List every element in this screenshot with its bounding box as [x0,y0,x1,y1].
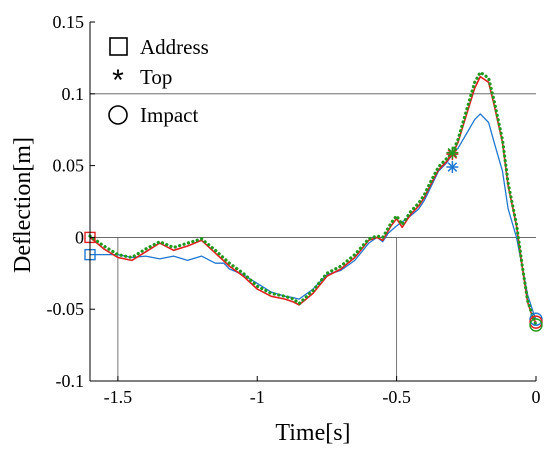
series-line-1 [89,75,537,323]
legend-label-address: Address [140,35,209,59]
y-tick-label: 0 [75,227,84,247]
y-tick-label: 0.1 [62,84,85,104]
legend: Address * Top Impact [108,35,209,127]
series-layer [88,70,538,327]
x-tick-label: -1.5 [104,387,133,407]
tick-layer: -1.5 -1 -0.5 0 -0.1 -0.05 0 0.05 0.1 0.15 [47,12,541,407]
legend-label-impact: Impact [140,103,198,127]
series-line-2 [88,70,538,327]
y-axis-title: Deflection[m] [10,137,36,273]
x-axis-title: Time[s] [275,420,350,446]
legend-label-top: Top [140,65,172,89]
series-line-0 [90,113,537,320]
legend-square-marker [109,37,128,56]
reference-lines [90,93,536,381]
impact-marker-2 [529,318,543,332]
top-marker-stroke-0-3 [447,162,458,172]
axes [89,22,536,382]
x-tick-label: 0 [532,387,541,407]
top-marker-2 [446,146,459,159]
x-tick-label: -0.5 [382,387,411,407]
x-tick-label: -1 [250,387,265,407]
legend-asterisk-marker: * [112,64,124,97]
y-tick-label: -0.05 [47,299,85,319]
y-tick-label: 0.05 [53,156,85,176]
y-tick-label: 0.15 [53,12,85,32]
y-tick-label: -0.1 [56,371,85,391]
top-marker-0 [446,161,459,174]
legend-circle-marker [108,105,128,125]
top-marker-stroke-2-3 [447,147,458,158]
